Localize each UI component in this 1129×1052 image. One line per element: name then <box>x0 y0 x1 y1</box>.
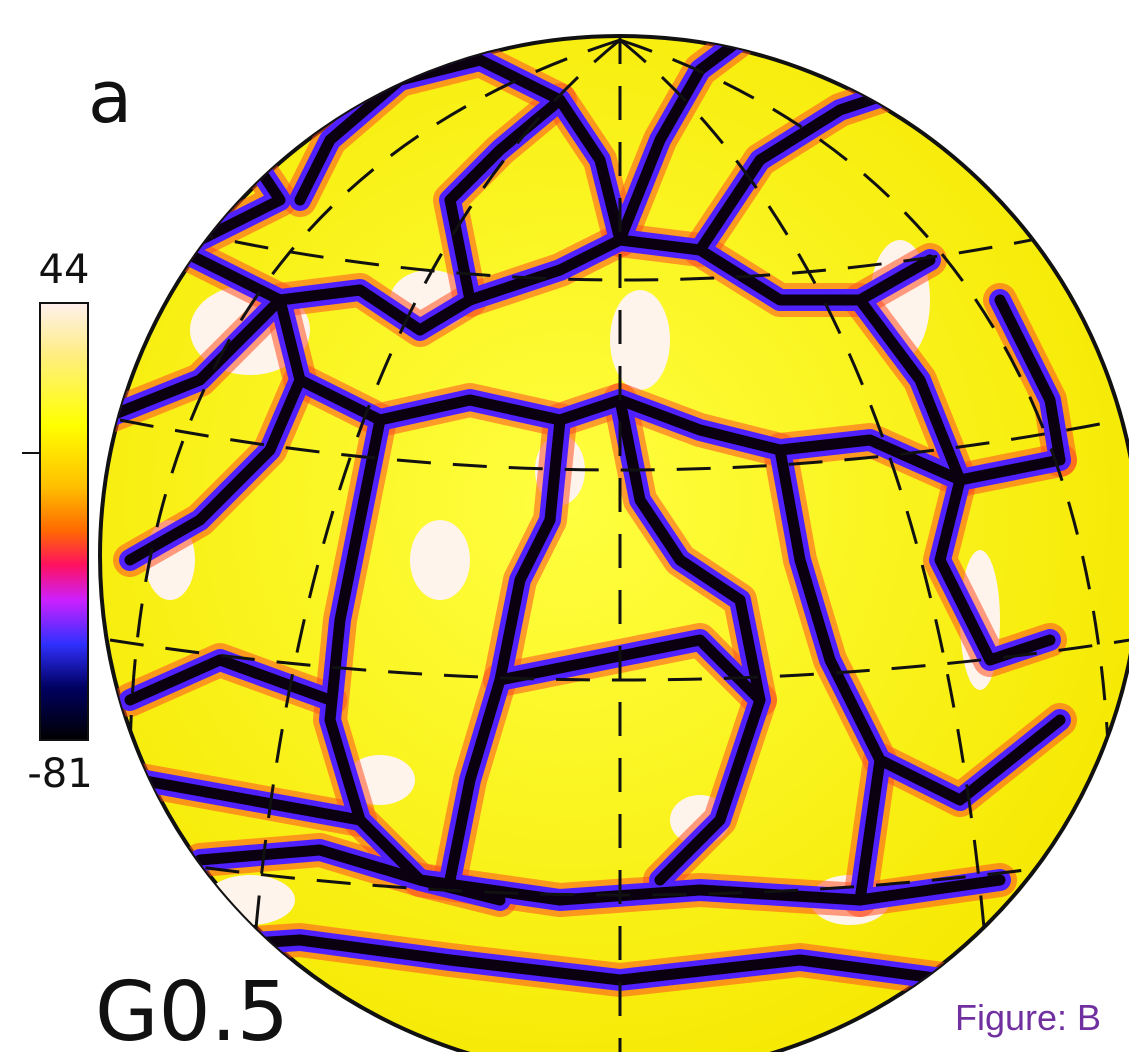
colorbar-min: -81 <box>27 751 92 797</box>
light-patch <box>205 875 295 925</box>
caption: Figure: B <box>955 997 1101 1038</box>
light-patch <box>280 30 380 90</box>
model-label: G0.5 <box>95 965 289 1052</box>
colorbar <box>40 303 88 740</box>
page: 44 -81 a G0.5 Figure: B (() => { const d… <box>0 0 1129 1052</box>
figure: 44 -81 a G0.5 Figure: B <box>0 0 1129 1052</box>
light-patch <box>410 520 470 600</box>
colorbar-max: 44 <box>39 247 90 293</box>
panel-label: a <box>88 55 132 139</box>
